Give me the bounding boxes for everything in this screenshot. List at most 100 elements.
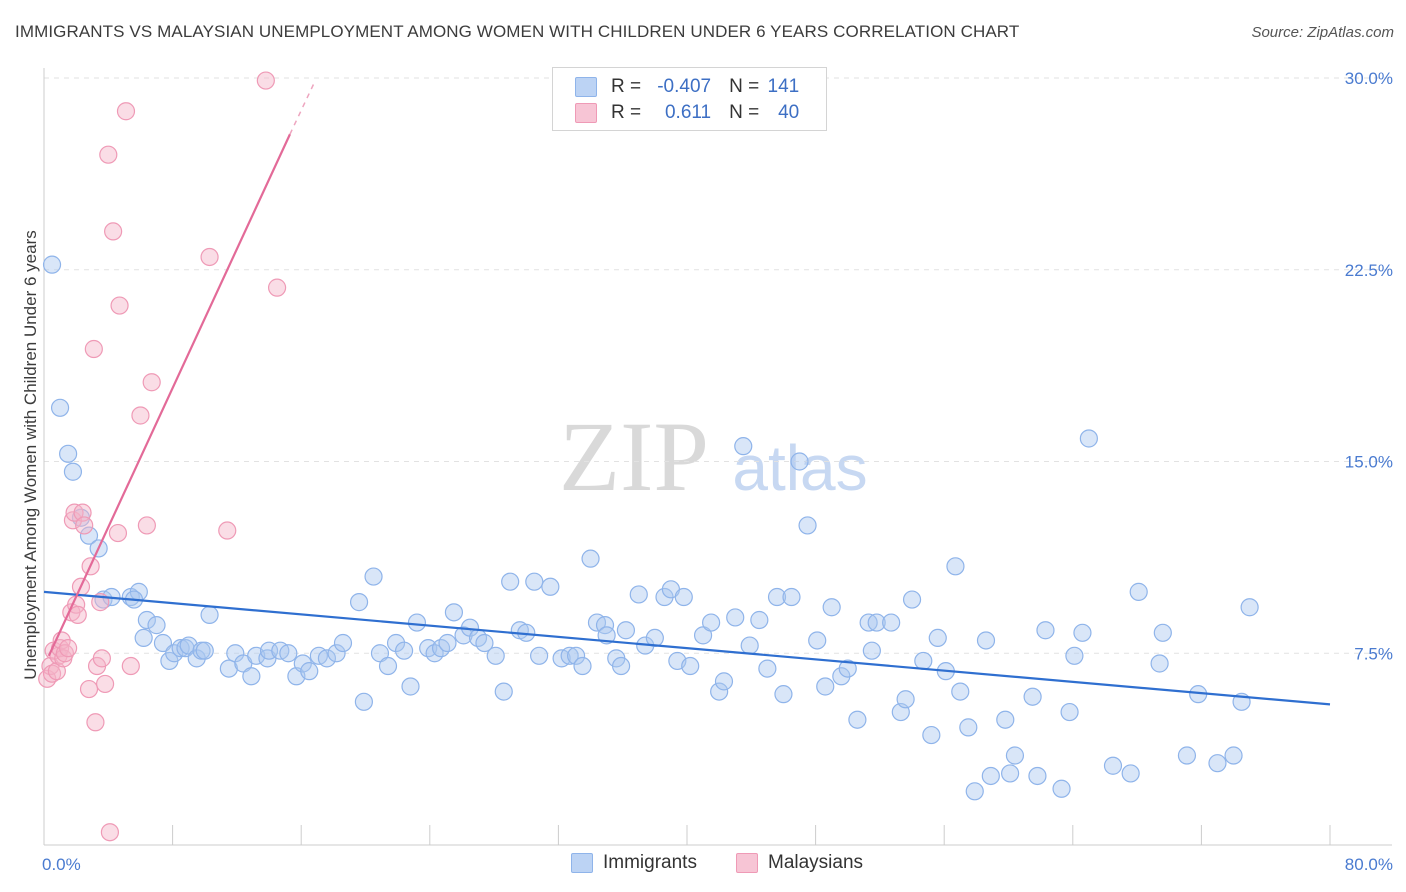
immigrant-point: [401, 677, 420, 696]
malaysian-point: [75, 516, 94, 535]
immigrant-point: [317, 649, 337, 668]
watermark-atlas: atlas: [732, 432, 867, 504]
legend-r-label: R =: [611, 102, 642, 123]
immigrant-point: [63, 462, 83, 481]
malaysian-point: [121, 656, 140, 676]
malaysian-point: [86, 713, 105, 732]
immigrant-point: [242, 667, 261, 686]
immigrant-point: [354, 692, 373, 711]
axis-labels: 7.5% 15.0% 22.5% 30.0% 0.0% 80.0% Unemployment…: [21, 69, 1393, 874]
immigrant-point: [573, 656, 592, 676]
legend-item-immigrants: Immigrants: [571, 852, 697, 874]
immigrant-point: [896, 690, 915, 709]
immigrant-point: [882, 613, 901, 632]
immigrant-point: [1023, 687, 1042, 706]
malaysian-point: [142, 373, 161, 392]
legend-n-label: N =: [729, 102, 760, 123]
immigrant-point: [616, 621, 636, 640]
immigrant-point: [710, 682, 729, 701]
immigrant-point: [928, 628, 947, 648]
trend-line-malaysians: [47, 133, 291, 657]
watermark: ZIP atlas: [559, 401, 868, 512]
immigrant-point: [848, 710, 867, 729]
immigrant-point: [486, 646, 505, 665]
malaysian-point: [267, 278, 287, 297]
immigrant-point: [922, 725, 941, 745]
immigrant-point: [965, 782, 984, 801]
x-tick-label: 0.0%: [42, 855, 81, 874]
immigrant-point: [740, 636, 759, 655]
malaysian-point: [79, 679, 99, 699]
immigrant-point: [629, 585, 648, 604]
malaysian-point: [99, 145, 118, 164]
legend-r-value: 0.611: [664, 102, 712, 123]
immigrant-point: [530, 646, 549, 665]
immigrant-point: [195, 641, 214, 660]
legend-n-value: 141: [767, 76, 800, 97]
immigrant-point: [494, 682, 513, 701]
malaysian-point: [55, 644, 74, 663]
legend-label-immigrants: Immigrants: [603, 852, 697, 873]
immigrant-point: [902, 590, 922, 609]
axes: [43, 68, 1392, 846]
immigrant-point: [327, 644, 346, 663]
immigrant-point: [1129, 582, 1148, 601]
malaysian-point: [116, 102, 136, 121]
immigrant-point: [914, 651, 933, 671]
legend-swatch-immigrants: [571, 853, 593, 873]
legend-swatch-malaysians: [575, 103, 597, 123]
immigrant-point: [501, 572, 520, 591]
immigrant-point: [407, 613, 427, 632]
immigrant-point: [1036, 621, 1055, 640]
immigrant-point: [1177, 746, 1197, 765]
malaysian-point: [68, 605, 87, 625]
immigrant-point: [726, 608, 745, 627]
immigrant-point: [1001, 764, 1020, 783]
immigrant-point: [581, 549, 600, 568]
immigrant-point: [79, 526, 99, 545]
immigrant-point: [758, 659, 777, 678]
source-credit: Source: ZipAtlas.com: [1251, 24, 1394, 41]
immigrant-point: [674, 587, 693, 607]
immigrant-point: [867, 613, 886, 632]
series-legend: Immigrants Malaysians: [0, 852, 1406, 878]
immigrant-point: [475, 633, 494, 653]
immigrant-point: [279, 644, 298, 663]
immigrant-point: [1240, 598, 1259, 617]
immigrant-point: [838, 659, 857, 678]
immigrant-point: [370, 644, 390, 663]
immigrant-point: [976, 631, 996, 650]
immigrant-point: [798, 516, 817, 535]
legend-label-malaysians: Malaysians: [768, 852, 864, 873]
x-tick-label: 80.0%: [1345, 855, 1393, 874]
immigrant-point: [822, 598, 841, 617]
immigrant-point: [541, 577, 560, 596]
immigrant-point: [1121, 764, 1140, 783]
y-axis-label: Unemployment Among Women with Children U…: [21, 230, 40, 679]
immigrant-point: [1208, 754, 1227, 773]
immigrant-point: [444, 603, 464, 622]
immigrant-point: [693, 626, 713, 645]
immigrant-point: [959, 718, 978, 737]
immigrant-point: [767, 587, 787, 607]
malaysian-point: [200, 247, 219, 267]
immigrant-point: [702, 613, 721, 632]
immigrant-point: [816, 677, 835, 696]
immigrant-point: [147, 616, 166, 635]
series-malaysians: [38, 71, 287, 842]
immigrant-point: [1028, 766, 1047, 786]
immigrant-point: [560, 646, 579, 665]
legend-row-malaysians: R = 0.611 N = 40: [575, 101, 799, 125]
immigrant-point: [714, 672, 734, 691]
y-tick-label: 22.5%: [1345, 261, 1393, 280]
malaysian-point: [256, 71, 275, 90]
immigrant-point: [681, 656, 700, 676]
immigrant-point: [50, 398, 70, 417]
malaysian-point: [59, 639, 78, 658]
immigrant-point: [790, 452, 809, 471]
immigrant-point: [951, 682, 970, 701]
immigrant-point: [1153, 623, 1172, 642]
legend-r-value: -0.407: [657, 76, 712, 97]
malaysian-point: [42, 664, 62, 683]
immigrant-point: [862, 641, 881, 660]
